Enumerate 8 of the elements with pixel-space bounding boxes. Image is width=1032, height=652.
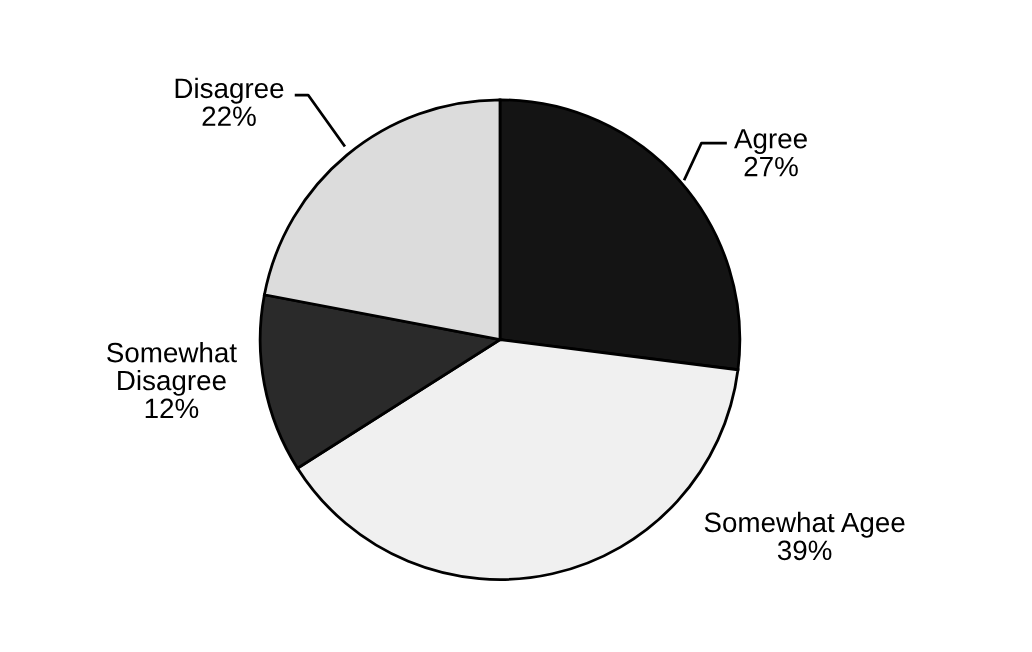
- slice-label: Disagree: [175, 77, 284, 104]
- slice-label: Somewhat Agee: [704, 511, 905, 538]
- slice-label: Agree: [734, 129, 807, 155]
- data-label: 12%: [145, 398, 199, 419]
- data-label: 27%: [744, 156, 798, 177]
- data-label: 22%: [202, 106, 256, 126]
- data-label: 39%: [777, 540, 832, 561]
- slice-label: Somewhat Disagree: [107, 342, 237, 396]
